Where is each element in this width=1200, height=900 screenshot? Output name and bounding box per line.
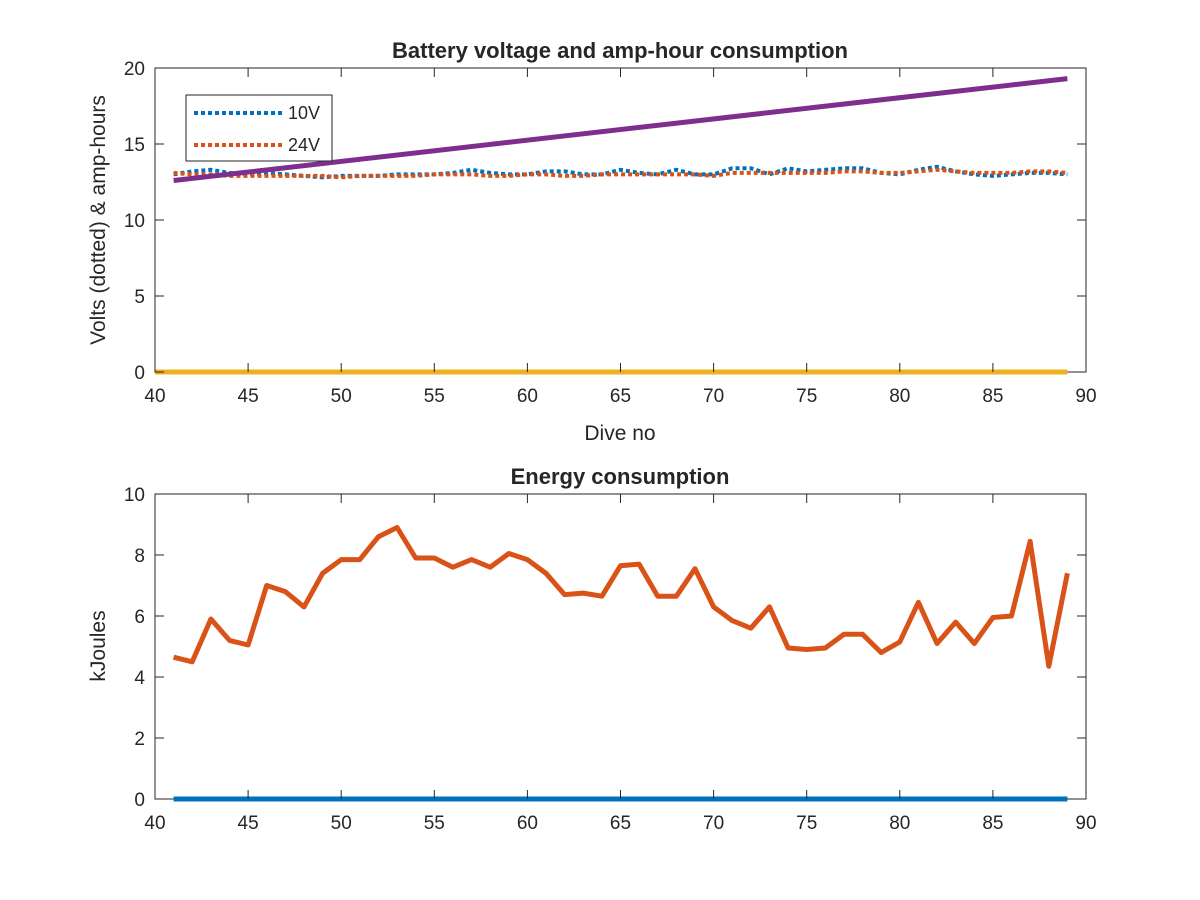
y-tick-label: 0 [134,790,145,811]
x-tick-label: 80 [889,386,910,407]
x-tick-label: 85 [982,813,1003,834]
x-tick-label: 60 [517,813,538,834]
x-tick-label: 65 [610,813,631,834]
x-tick-label: 75 [796,386,817,407]
y-tick-label: 10 [124,485,145,506]
energy-chart-title: Energy consumption [511,464,730,489]
y-tick-label: 10 [124,211,145,232]
x-tick-label: 70 [703,386,724,407]
x-tick-label: 50 [331,386,352,407]
x-tick-label: 40 [144,813,165,834]
x-tick-label: 60 [517,386,538,407]
x-tick-label: 45 [238,386,259,407]
y-tick-label: 20 [124,59,145,80]
y-tick-label: 6 [134,607,145,628]
x-tick-label: 55 [424,813,445,834]
x-tick-label: 55 [424,386,445,407]
voltage-chart-ticks: 40 45 50 55 60 65 70 75 80 85 90 0 5 10 15 20 [124,59,1097,407]
x-tick-label: 90 [1075,813,1096,834]
x-tick-label: 85 [982,386,1003,407]
x-tick-label: 65 [610,386,631,407]
y-tick-label: 2 [134,729,145,750]
voltage-chart-series [155,76,1068,375]
x-tick-label: 45 [238,813,259,834]
legend-label-24v: 24V [288,135,320,155]
series-line-0-1 [173,167,1068,180]
series-line-0-2 [173,76,1068,183]
series-line-1-0 [172,525,1070,669]
y-tick-label: 8 [134,546,145,567]
y-tick-label: 5 [134,287,145,308]
x-tick-label: 50 [331,813,352,834]
y-tick-label: 0 [134,363,145,384]
legend-box [185,94,333,162]
legend-label-10v: 10V [288,103,320,123]
x-tick-label: 80 [889,813,910,834]
x-tick-label: 75 [796,813,817,834]
x-tick-label: 70 [703,813,724,834]
x-tick-label: 90 [1075,386,1096,407]
x-tick-label: 40 [144,386,165,407]
energy-chart: 40 45 50 55 60 65 70 75 80 85 90 0 2 4 6 8 10 Energy con… [87,464,1097,834]
voltage-chart: 40 45 50 55 60 65 70 75 80 85 90 0 5 10 15 20 Battery v… [87,38,1097,445]
voltage-chart-title: Battery voltage and amp-hour consumption [392,38,848,63]
energy-chart-ticks: 40 45 50 55 60 65 70 75 80 85 90 0 2 4 6 8 10 [124,485,1097,834]
y-tick-label: 15 [124,135,145,156]
voltage-chart-x-axis-label: Dive no [584,422,655,445]
energy-chart-y-axis-label: kJoules [87,610,110,681]
y-tick-label: 4 [134,668,145,689]
voltage-chart-y-axis-label: Volts (dotted) & amp-hours [87,95,110,345]
energy-chart-axes-box [154,493,1087,800]
voltage-chart-legend: 10V 24V [185,94,333,162]
